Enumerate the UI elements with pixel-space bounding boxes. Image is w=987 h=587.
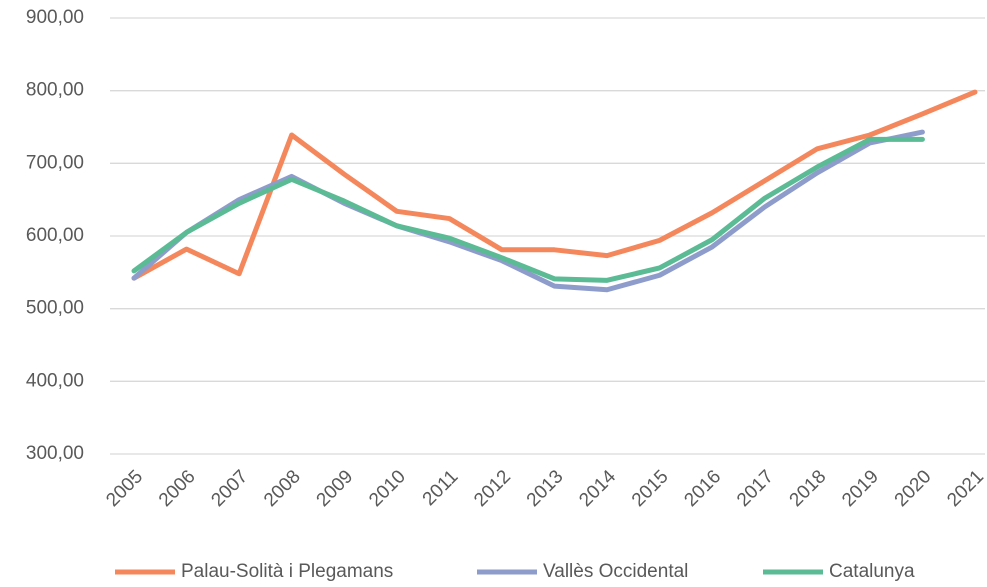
x-tick-label: 2009 (313, 466, 358, 511)
x-tick-label: 2019 (838, 466, 883, 511)
x-tick-label: 2017 (733, 466, 778, 511)
series-line (131, 89, 978, 281)
x-tick-label: 2008 (260, 466, 305, 511)
series-line (131, 129, 925, 293)
x-tick-label: 2010 (365, 466, 410, 511)
x-tick-label: 2012 (470, 466, 515, 511)
x-tick-label: 2006 (155, 466, 200, 511)
y-tick-label: 600,00 (26, 225, 84, 246)
y-tick-label: 900,00 (26, 7, 84, 28)
x-tick-label: 2015 (628, 466, 673, 511)
x-tick-label: 2021 (943, 466, 987, 511)
x-tick-label: 2011 (419, 466, 463, 510)
x-tick-label: 2016 (680, 466, 725, 511)
y-tick-label: 500,00 (26, 298, 84, 319)
x-tick-label: 2018 (786, 466, 831, 511)
x-tick-label: 2020 (891, 466, 936, 511)
x-tick-label: 2007 (207, 466, 252, 511)
legend-label: Palau-Solità i Plegamans (181, 561, 393, 582)
y-tick-label: 700,00 (26, 152, 84, 173)
x-tick-label: 2014 (575, 466, 620, 511)
series-line (131, 136, 925, 283)
y-tick-label: 300,00 (26, 443, 84, 464)
x-tick-label: 2005 (102, 466, 147, 511)
x-tick-label: 2013 (523, 466, 568, 511)
legend-label: Vallès Occidental (543, 561, 688, 582)
y-tick-label: 800,00 (26, 80, 84, 101)
legend-label: Catalunya (829, 561, 915, 582)
y-tick-label: 400,00 (26, 370, 84, 391)
